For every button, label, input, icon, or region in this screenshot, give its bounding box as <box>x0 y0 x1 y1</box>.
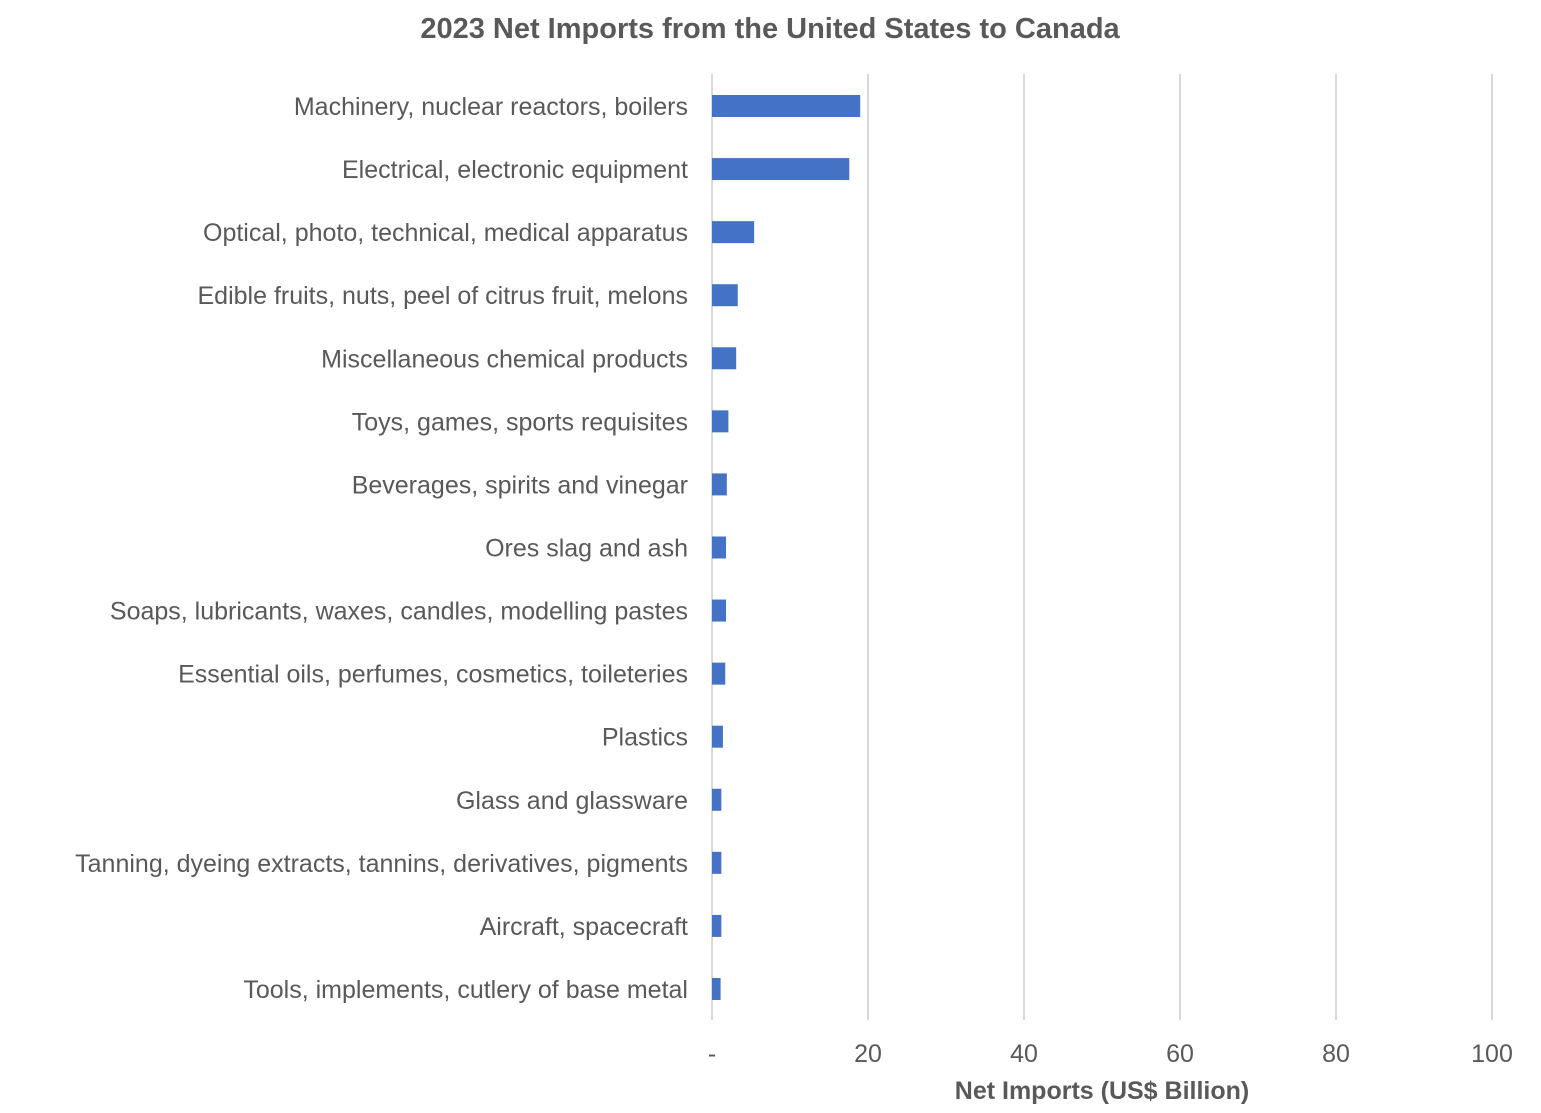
category-label: Ores slag and ash <box>485 534 688 562</box>
bar <box>712 914 722 937</box>
bar <box>712 95 861 117</box>
bars <box>712 95 861 1000</box>
gridlines <box>711 74 1493 1020</box>
category-label: Soaps, lubricants, waxes, candles, model… <box>110 598 688 626</box>
category-label: Toys, games, sports requisites <box>352 408 688 436</box>
x-tick-label: - <box>708 1040 716 1068</box>
x-tick-label: 40 <box>1010 1040 1038 1068</box>
x-axis-tick-labels: - 20 40 60 80 100 <box>708 1040 1513 1068</box>
bar <box>712 725 723 748</box>
bar <box>712 662 726 685</box>
bar <box>712 788 722 811</box>
category-label: Plastics <box>602 724 688 752</box>
bar <box>712 536 727 559</box>
category-label: Miscellaneous chemical products <box>321 345 688 373</box>
chart-title: 2023 Net Imports from the United States … <box>420 13 1120 45</box>
x-tick-label: 20 <box>854 1040 882 1068</box>
x-axis-title: Net Imports (US$ Billion) <box>955 1077 1249 1105</box>
category-labels: Machinery, nuclear reactors, boilers Elec… <box>75 93 688 1004</box>
category-label: Tools, implements, cutlery of base metal <box>243 976 688 1004</box>
category-label: Electrical, electronic equipment <box>342 156 688 184</box>
category-label: Beverages, spirits and vinegar <box>352 471 688 499</box>
category-label: Machinery, nuclear reactors, boilers <box>294 93 688 121</box>
category-label: Edible fruits, nuts, peel of citrus frui… <box>198 282 689 310</box>
bar <box>712 977 721 1000</box>
category-label: Optical, photo, technical, medical appar… <box>203 219 688 247</box>
bar <box>712 599 727 622</box>
bar <box>712 473 727 496</box>
bar <box>712 221 755 244</box>
bar <box>712 284 738 307</box>
bar <box>712 347 737 370</box>
category-label: Glass and glassware <box>456 787 688 815</box>
category-label: Essential oils, perfumes, cosmetics, toi… <box>178 661 688 689</box>
x-tick-label: 60 <box>1166 1040 1194 1068</box>
bar <box>712 410 729 433</box>
x-tick-label: 100 <box>1471 1040 1513 1068</box>
bar <box>712 851 722 874</box>
x-tick-label: 80 <box>1322 1040 1350 1068</box>
category-label: Aircraft, spacecraft <box>480 913 688 941</box>
category-label: Tanning, dyeing extracts, tannins, deriv… <box>75 850 688 878</box>
bar <box>712 158 850 181</box>
